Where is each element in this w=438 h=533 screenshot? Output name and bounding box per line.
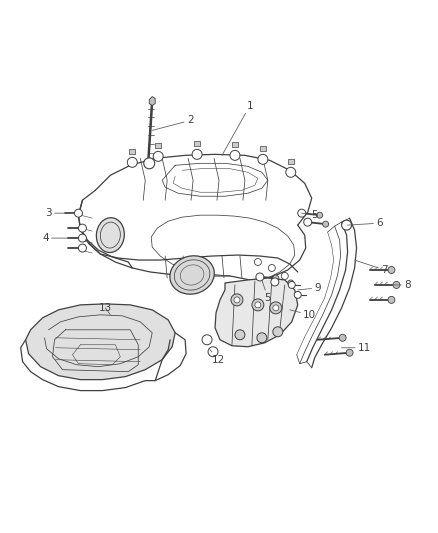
Circle shape bbox=[192, 149, 202, 159]
Text: 7: 7 bbox=[355, 260, 388, 275]
Circle shape bbox=[288, 280, 294, 286]
Circle shape bbox=[388, 266, 395, 273]
Circle shape bbox=[304, 218, 312, 226]
Circle shape bbox=[273, 305, 279, 311]
Text: 5: 5 bbox=[302, 210, 318, 220]
Bar bbox=[129, 149, 135, 155]
Circle shape bbox=[153, 151, 163, 161]
Circle shape bbox=[342, 220, 352, 230]
Bar bbox=[232, 142, 238, 148]
Polygon shape bbox=[25, 304, 175, 379]
Ellipse shape bbox=[170, 256, 214, 294]
Circle shape bbox=[254, 259, 261, 265]
Circle shape bbox=[268, 264, 276, 271]
Circle shape bbox=[230, 150, 240, 160]
Text: 13: 13 bbox=[99, 303, 112, 315]
Bar bbox=[194, 141, 200, 147]
Text: 6: 6 bbox=[348, 218, 383, 228]
Circle shape bbox=[298, 209, 306, 217]
Text: 10: 10 bbox=[290, 310, 316, 320]
Text: 12: 12 bbox=[210, 350, 225, 365]
Circle shape bbox=[208, 347, 218, 357]
Circle shape bbox=[339, 334, 346, 341]
Text: 3: 3 bbox=[45, 208, 74, 218]
Circle shape bbox=[270, 302, 282, 314]
Circle shape bbox=[323, 221, 328, 227]
Text: 8: 8 bbox=[392, 280, 411, 290]
Text: 5: 5 bbox=[262, 280, 271, 303]
Bar bbox=[155, 143, 161, 148]
Circle shape bbox=[346, 349, 353, 356]
Circle shape bbox=[255, 302, 261, 308]
Circle shape bbox=[231, 294, 243, 306]
Circle shape bbox=[144, 158, 155, 169]
Circle shape bbox=[288, 281, 295, 288]
Circle shape bbox=[388, 296, 395, 303]
Circle shape bbox=[286, 167, 296, 177]
Circle shape bbox=[252, 299, 264, 311]
Circle shape bbox=[257, 333, 267, 343]
Circle shape bbox=[127, 157, 137, 167]
Text: 4: 4 bbox=[42, 233, 68, 243]
Circle shape bbox=[271, 278, 279, 286]
Circle shape bbox=[273, 275, 279, 281]
Circle shape bbox=[273, 327, 283, 337]
Circle shape bbox=[281, 272, 288, 279]
Circle shape bbox=[202, 335, 212, 345]
Circle shape bbox=[256, 273, 264, 281]
Circle shape bbox=[74, 209, 82, 217]
Circle shape bbox=[78, 234, 86, 242]
Bar bbox=[288, 159, 294, 164]
Circle shape bbox=[78, 244, 86, 252]
Circle shape bbox=[78, 224, 86, 232]
Circle shape bbox=[317, 212, 323, 218]
Circle shape bbox=[393, 281, 400, 288]
Text: 11: 11 bbox=[342, 343, 371, 353]
Circle shape bbox=[235, 330, 245, 340]
Text: 2: 2 bbox=[152, 116, 194, 131]
Ellipse shape bbox=[96, 217, 124, 253]
Text: 1: 1 bbox=[222, 101, 253, 155]
Polygon shape bbox=[149, 96, 155, 106]
Polygon shape bbox=[215, 278, 298, 347]
Circle shape bbox=[258, 155, 268, 164]
Bar bbox=[260, 147, 266, 151]
Text: 9: 9 bbox=[298, 283, 321, 293]
Circle shape bbox=[294, 292, 301, 298]
Circle shape bbox=[234, 297, 240, 303]
